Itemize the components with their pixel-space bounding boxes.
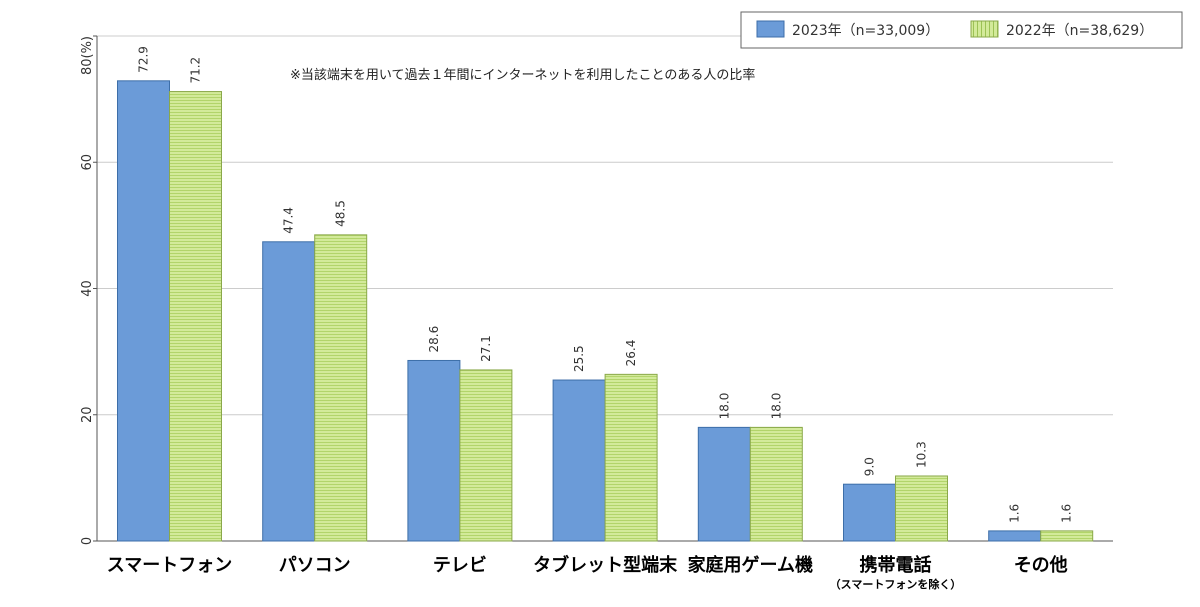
y-tick-label: 40	[80, 280, 95, 297]
data-label: 25.5	[572, 345, 586, 372]
data-label: 48.5	[334, 200, 348, 227]
x-tick-label: 家庭用ゲーム機	[688, 554, 813, 576]
y-tick-label: 0	[80, 537, 95, 545]
legend-swatch-2023	[756, 20, 785, 38]
bar-2023	[697, 426, 751, 542]
gridlines	[97, 35, 1113, 416]
legend-swatch-2022	[970, 20, 999, 38]
data-label: 27.1	[479, 335, 493, 362]
y-tick-label: 60	[80, 154, 95, 171]
y-tick-label: 80(%)	[80, 36, 95, 75]
bar-2023	[117, 80, 170, 542]
bar-2022	[749, 426, 803, 542]
data-label: 71.2	[189, 57, 203, 84]
x-tick-label: タブレット型端末	[533, 554, 678, 576]
x-axis-labels: スマートフォン パソコン テレビ タブレット型端末 家庭用ゲーム機 携帯電話（スマートフォ…	[107, 554, 1068, 591]
bar-2023	[552, 379, 606, 542]
bars	[117, 80, 1094, 542]
data-label: 18.0	[717, 393, 731, 420]
legend: 2023年（n=33,009） 2022年（n=38,629）	[740, 11, 1183, 49]
x-tick-label: パソコン	[279, 555, 351, 576]
bar-2023	[407, 359, 461, 542]
y-tick-label: 20	[80, 406, 95, 423]
bar-2023	[262, 241, 316, 542]
x-tick-label: スマートフォン	[107, 555, 232, 576]
data-label: 1.6	[1008, 504, 1022, 523]
x-tick-sublabel: （スマートフォンを除く）	[830, 577, 962, 591]
bar-2022	[604, 373, 658, 542]
data-label: 1.6	[1060, 504, 1074, 523]
bar-2022	[169, 91, 222, 542]
data-label: 47.4	[282, 207, 296, 234]
bar-2023	[988, 530, 1042, 542]
legend-label-2022: 2022年（n=38,629）	[1006, 23, 1153, 39]
data-label: 9.0	[863, 457, 877, 476]
data-label: 10.3	[915, 441, 929, 468]
bar-2022	[895, 475, 948, 542]
bar-2022	[459, 369, 513, 542]
bar-2022	[314, 234, 368, 542]
legend-label-2023: 2023年（n=33,009）	[792, 23, 939, 39]
x-tick-label: 携帯電話	[860, 554, 932, 576]
data-label: 18.0	[769, 393, 783, 420]
value-labels: 72.9 71.2 47.4 48.5 28.6 27.1 25.5 26.4 18.0 18.0…	[137, 46, 1074, 523]
chart-annotation: ※当該端末を用いて過去１年間にインターネットを利用したことのある人の比率	[290, 67, 755, 83]
data-label: 26.4	[624, 340, 638, 367]
legend-box	[740, 11, 1183, 49]
x-tick-label: テレビ	[433, 555, 487, 576]
data-label: 72.9	[137, 46, 151, 73]
x-tick-label: その他	[1014, 554, 1068, 576]
bar-2023	[843, 483, 896, 542]
data-label: 28.6	[427, 326, 441, 353]
bar-2022	[1040, 530, 1094, 542]
